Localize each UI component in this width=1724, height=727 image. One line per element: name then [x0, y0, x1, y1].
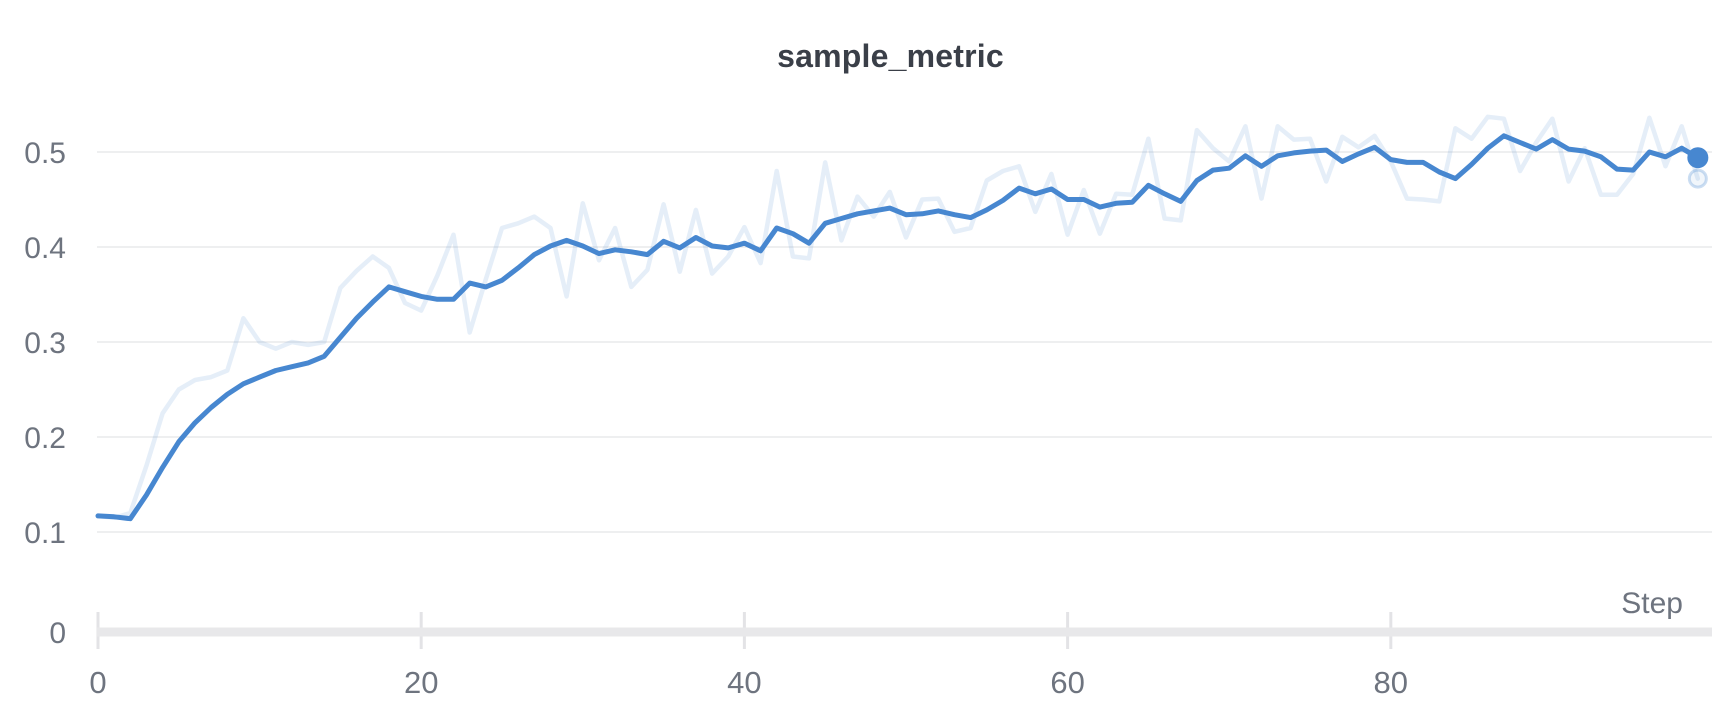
- y-tick-label: 0.5: [24, 137, 66, 170]
- chart-title: sample_metric: [777, 38, 1004, 74]
- y-tick-label: 0: [49, 617, 66, 650]
- x-axis-bar: [97, 627, 1712, 637]
- x-tick-label: 20: [404, 665, 438, 700]
- raw-series-line: [95, 114, 1701, 521]
- x-tick-label: 60: [1050, 665, 1084, 700]
- y-tick-label: 0.1: [24, 517, 66, 550]
- x-axis-title: Step: [1621, 587, 1683, 620]
- y-tick-label: 0.2: [24, 422, 66, 455]
- x-tick-label: 0: [89, 665, 106, 700]
- y-tick-label: 0.4: [24, 232, 66, 265]
- raw-endpoint-marker: [1687, 168, 1708, 189]
- smoothed-endpoint-dot: [1687, 147, 1709, 169]
- x-tick-label: 40: [727, 665, 761, 700]
- smoothed-series-line: [95, 133, 1701, 522]
- x-tick-label: 80: [1374, 665, 1408, 700]
- y-tick-label: 0.3: [24, 327, 66, 360]
